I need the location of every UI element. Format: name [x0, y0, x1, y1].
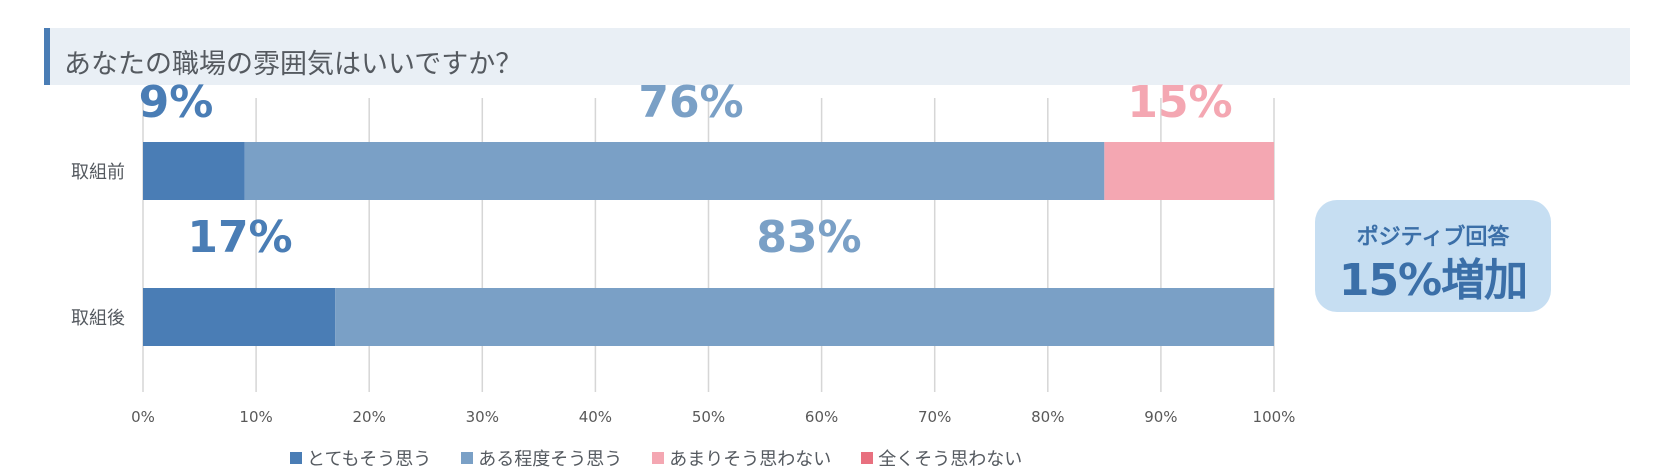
legend-swatch — [652, 452, 665, 464]
x-tick-label: 100% — [1253, 408, 1296, 426]
category-label: 取組後 — [71, 308, 125, 329]
category-label: 取組前 — [71, 162, 125, 183]
legend-item: 全くそう思わない — [861, 446, 1022, 470]
data-label: 17% — [187, 212, 292, 263]
legend-label: あまりそう思わない — [669, 449, 832, 470]
legend-swatch — [290, 452, 302, 464]
x-tick-label: 60% — [805, 408, 838, 426]
badge-value: 15%増加 — [1338, 255, 1528, 306]
legend-item: ある程度そう思う — [461, 446, 622, 470]
legend-label: とてもそう思う — [307, 449, 432, 470]
legend-swatch — [461, 452, 474, 464]
positive-answer-badge: ポジティブ回答 15%増加 — [1315, 200, 1551, 312]
bar-segment — [1104, 142, 1274, 200]
x-tick-label: 20% — [353, 408, 386, 426]
x-tick-label: 10% — [239, 408, 272, 426]
x-tick-label: 50% — [692, 408, 725, 426]
legend-swatch — [861, 452, 874, 464]
x-tick-label: 80% — [1031, 408, 1064, 426]
x-tick-label: 40% — [579, 408, 612, 426]
legend-item: あまりそう思わない — [652, 446, 831, 470]
data-label: 15% — [1127, 77, 1232, 128]
data-label: 76% — [638, 77, 743, 128]
x-tick-label: 90% — [1144, 408, 1177, 426]
x-tick-label: 30% — [466, 408, 499, 426]
legend-label: ある程度そう思う — [478, 449, 623, 470]
badge-caption: ポジティブ回答 — [1356, 225, 1510, 250]
chart-legend: とてもそう思う ある程度そう思う あまりそう思わない 全くそう思わない — [290, 446, 1022, 470]
x-tick-label: 70% — [918, 408, 951, 426]
bar-segment — [143, 142, 245, 200]
legend-item: とてもそう思う — [290, 446, 431, 470]
bar-segment — [335, 288, 1274, 346]
data-label: 9% — [139, 77, 214, 128]
legend-label: 全くそう思わない — [878, 449, 1023, 470]
chart-title: あなたの職場の雰囲気はいいですか？ — [64, 49, 523, 80]
title-accent-bar — [44, 28, 50, 85]
data-label: 83% — [756, 212, 861, 263]
bar-segment — [143, 288, 336, 346]
x-tick-label: 0% — [131, 408, 155, 426]
bar-segment — [244, 142, 1105, 200]
title-band: あなたの職場の雰囲気はいいですか？ — [44, 28, 1630, 85]
